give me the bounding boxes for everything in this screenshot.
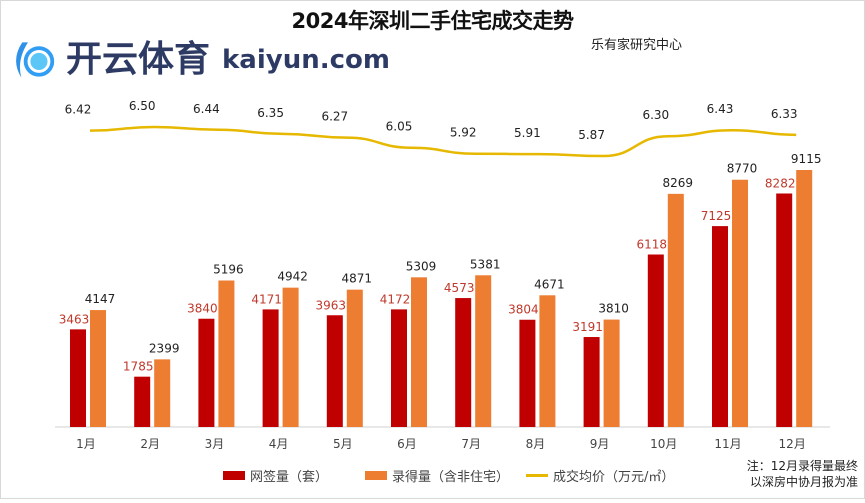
bar-signed: [776, 193, 793, 427]
bar-recorded: [667, 193, 684, 427]
legend-label: 录得量（含非住宅）: [392, 470, 510, 485]
data-label-recorded: 2399: [149, 341, 180, 355]
price-line: [89, 125, 797, 158]
bar-signed: [647, 254, 664, 427]
x-tick-label: 10月: [650, 437, 677, 451]
chart-title: 2024年深圳二手住宅成交走势: [291, 9, 574, 33]
ball-logo-icon: [16, 42, 55, 78]
data-label-recorded: 8269: [663, 176, 694, 190]
data-label-price: 5.91: [514, 126, 541, 140]
data-label-price: 6.05: [386, 120, 413, 134]
data-label-recorded: 5381: [470, 257, 501, 271]
legend-item-recorded: 录得量（含非住宅）: [365, 466, 509, 485]
legend-swatch: [223, 471, 245, 480]
x-tick-label: 9月: [590, 437, 610, 451]
x-tick-label: 11月: [714, 437, 741, 451]
watermark-brand-en: kaiyun.com: [222, 45, 390, 75]
data-label-price: 6.33: [771, 107, 798, 121]
data-label-price: 6.44: [193, 102, 220, 116]
data-label-recorded: 5196: [213, 262, 244, 276]
data-label-recorded: 4942: [277, 270, 308, 284]
data-label-price: 6.50: [129, 99, 156, 113]
data-label-signed: 7125: [701, 209, 732, 223]
x-tick-label: 4月: [269, 437, 289, 451]
bar-signed: [712, 226, 728, 427]
note-line: 注：12月录得量最终: [746, 459, 858, 473]
data-label-signed: 3463: [59, 312, 90, 326]
data-label-signed: 1785: [123, 360, 154, 374]
data-label-recorded: 4871: [342, 272, 373, 286]
bar-recorded: [346, 289, 363, 427]
bar-signed: [198, 318, 215, 427]
bar-recorded: [90, 310, 106, 427]
bar-recorded: [732, 179, 748, 427]
legend-label: 成交均价（万元/㎡）: [553, 470, 675, 485]
bar-recorded: [154, 359, 171, 427]
data-label-recorded: 9115: [791, 152, 822, 166]
x-tick-label: 1月: [76, 437, 96, 451]
bar-signed: [583, 337, 600, 427]
legend-swatch: [365, 471, 387, 480]
bar-recorded: [282, 287, 299, 427]
x-tick-label: 12月: [779, 437, 806, 451]
x-tick-label: 5月: [333, 437, 353, 451]
bar-signed: [262, 309, 279, 427]
bar-signed: [326, 315, 343, 427]
data-label-price: 6.43: [707, 102, 734, 116]
bar-signed: [519, 319, 536, 427]
bar-signed: [391, 309, 407, 427]
bar-recorded: [218, 280, 235, 427]
data-label-price: 6.35: [257, 106, 284, 120]
x-tick-label: 7月: [461, 437, 481, 451]
data-label-recorded: 4671: [534, 277, 565, 291]
bar-recorded: [796, 170, 813, 427]
data-label-recorded: 4147: [85, 292, 116, 306]
legend-item-price: 成交均价（万元/㎡）: [526, 466, 674, 485]
x-tick-label: 6月: [397, 437, 417, 451]
data-label-signed: 3963: [316, 298, 347, 312]
bar-signed: [70, 329, 86, 427]
data-label-price: 6.27: [321, 110, 348, 124]
bar-recorded: [411, 277, 427, 427]
data-label-price: 5.87: [578, 128, 605, 142]
note-line: 以深房中协月报为准: [749, 475, 858, 489]
data-label-recorded: 8770: [727, 162, 758, 176]
x-tick-label: 2月: [140, 437, 160, 451]
data-label-price: 5.92: [450, 126, 477, 140]
legend-item-signed: 网签量（套）: [223, 466, 328, 485]
data-label-recorded: 3810: [598, 302, 629, 316]
data-label-signed: 3804: [508, 303, 539, 317]
bar-recorded: [475, 275, 492, 427]
x-tick-label: 8月: [526, 437, 546, 451]
data-label-signed: 8282: [765, 176, 796, 190]
data-label-signed: 4172: [380, 292, 411, 306]
data-label-signed: 4171: [251, 292, 282, 306]
data-label-signed: 4573: [444, 281, 475, 295]
watermark-brand-cn: 开云体育: [66, 39, 211, 80]
chart-note: 注：12月录得量最终 以深房中协月报为准: [706, 458, 858, 490]
x-tick-label: 3月: [205, 437, 225, 451]
legend-label: 网签量（套）: [250, 470, 329, 485]
bar-recorded: [603, 319, 620, 427]
chart-subtitle: 乐有家研究中心: [591, 38, 683, 53]
legend-swatch: [526, 474, 548, 477]
data-label-recorded: 5309: [406, 259, 437, 273]
bar-signed: [455, 298, 472, 427]
watermark-logo: 开云体育 kaiyun.com: [8, 38, 390, 82]
data-label-signed: 6118: [637, 238, 668, 252]
data-label-price: 6.30: [642, 108, 669, 122]
data-label-price: 6.42: [65, 103, 92, 117]
bar-signed: [134, 376, 151, 427]
bar-recorded: [539, 295, 556, 427]
data-label-signed: 3191: [572, 320, 603, 334]
data-label-signed: 3840: [187, 302, 218, 316]
